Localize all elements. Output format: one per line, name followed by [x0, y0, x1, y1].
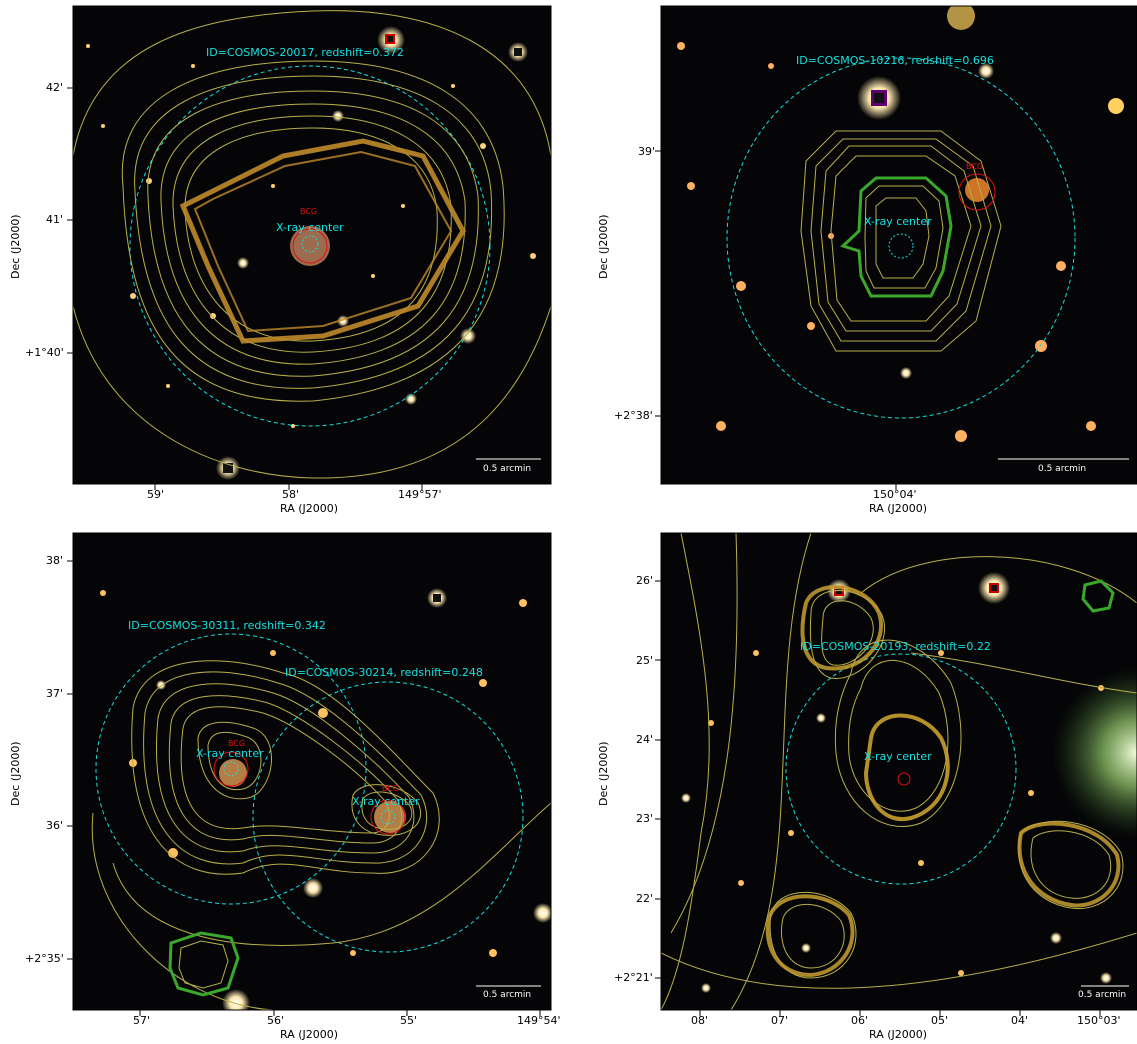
scale-bar-label: 0.5 arcmin: [1078, 990, 1127, 1000]
x-tick: 55': [400, 1014, 418, 1027]
xray-center-label: X-ray center: [276, 221, 344, 234]
x-tick: 08': [691, 1014, 709, 1027]
contour-overlay: [91, 588, 551, 1010]
star-field: [100, 588, 551, 1010]
xray-center-label: X-ray center: [864, 750, 932, 763]
y-axis-label: Dec (J2000): [9, 214, 22, 279]
bcg-label: BCG: [300, 207, 318, 216]
sky-image: [73, 533, 551, 1010]
x-tick: 05': [931, 1014, 949, 1027]
x-axis-label: RA (J2000): [869, 502, 928, 515]
x-axis-label: RA (J2000): [280, 1028, 339, 1041]
y-tick: 41': [46, 213, 64, 226]
y-tick: +1°40': [25, 346, 64, 359]
sky-image: [661, 533, 1137, 1010]
x-tick: 149°54': [517, 1014, 561, 1027]
y-tick: 42': [46, 81, 64, 94]
y-tick: 22': [636, 892, 654, 905]
x-tick: 58': [282, 488, 300, 501]
y-tick: 23': [636, 812, 654, 825]
xray-center-label: X-ray center: [864, 215, 932, 228]
y-tick: +2°21': [614, 971, 653, 984]
x-tick: 150°04': [873, 488, 917, 501]
x-tick: 04': [1011, 1014, 1029, 1027]
cluster-id-label: ID=COSMOS-10216, redshift=0.696: [796, 54, 994, 67]
xray-center-label: X-ray center: [196, 747, 264, 760]
y-tick: 25': [636, 654, 654, 667]
contour-overlay: [661, 533, 1137, 1010]
cluster-id-label: ID=COSMOS-20017, redshift=0.372: [206, 46, 404, 59]
bcg-label-2: BCG: [382, 784, 400, 793]
x-tick: 59': [147, 488, 165, 501]
x-axis-label: RA (J2000): [280, 502, 339, 515]
y-tick: +2°38': [614, 409, 653, 422]
scale-bar-label: 0.5 arcmin: [483, 990, 532, 1000]
x-tick: 149°57': [398, 488, 442, 501]
y-tick: 38': [46, 554, 64, 567]
y-axis-label: Dec (J2000): [597, 741, 610, 806]
y-axis-label: Dec (J2000): [597, 214, 610, 279]
y-tick: 37': [46, 687, 64, 700]
contour-overlay: [73, 10, 551, 480]
scale-bar-label: 0.5 arcmin: [483, 464, 532, 474]
contour-overlay: [677, 6, 1129, 460]
y-tick: +2°35': [25, 952, 64, 965]
y-axis-label: Dec (J2000): [9, 741, 22, 806]
cluster-id-label-2: ID=COSMOS-30214, redshift=0.248: [285, 666, 483, 679]
x-tick: 06': [851, 1014, 869, 1027]
y-tick: 26': [636, 574, 654, 587]
scale-bar-label: 0.5 arcmin: [1038, 464, 1087, 474]
star-field: [681, 572, 1112, 993]
cluster-id-label: ID=COSMOS-20193, redshift=0.22: [800, 640, 991, 653]
y-tick: 36': [46, 819, 64, 832]
x-axis-label: RA (J2000): [869, 1028, 928, 1041]
sky-image: [73, 6, 551, 484]
sky-image: [661, 6, 1137, 484]
cluster-id-label: ID=COSMOS-30311, redshift=0.342: [128, 619, 326, 632]
y-tick: 24': [636, 733, 654, 746]
x-tick: 56': [267, 1014, 285, 1027]
x-tick: 07': [771, 1014, 789, 1027]
bcg-label: BCG: [966, 162, 984, 171]
star-field: [86, 26, 536, 480]
xray-center-label-2: X-ray center: [352, 795, 420, 808]
x-tick: 150°03': [1077, 1014, 1121, 1027]
x-tick: 57': [133, 1014, 151, 1027]
bcg-label: BCG: [228, 739, 246, 748]
y-tick: 39': [638, 145, 656, 158]
